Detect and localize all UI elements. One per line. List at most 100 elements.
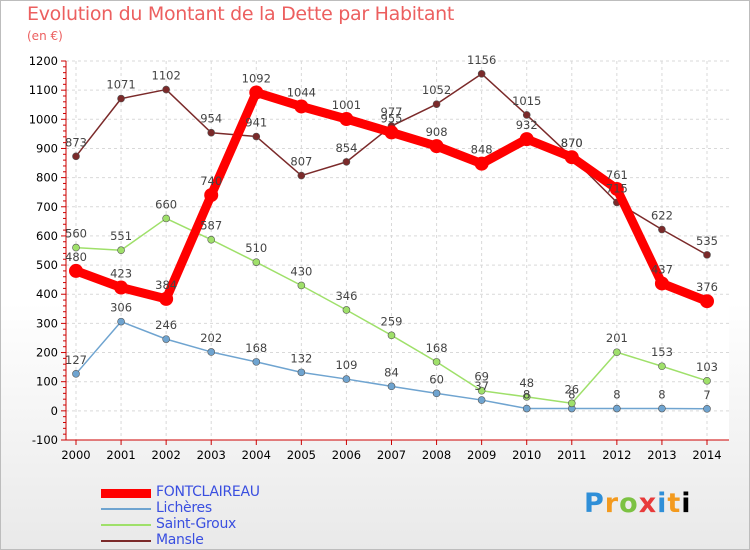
data-label-fontclaireau: 384 (155, 278, 177, 292)
logo-letter: r (604, 488, 620, 519)
x-tick-label: 2007 (377, 448, 406, 462)
data-label-licheres: 306 (110, 301, 132, 315)
data-point-fontclaireau (114, 280, 129, 295)
data-label-saint-groux: 48 (519, 376, 534, 390)
y-tick-label: 100 (36, 375, 58, 389)
data-point-mansle (72, 152, 80, 161)
data-point-licheres (658, 404, 666, 413)
data-point-fontclaireau (474, 156, 489, 171)
legend-label: Mansle (156, 532, 204, 548)
data-point-mansle (658, 225, 666, 234)
logo-letter: i (657, 488, 668, 519)
logo-letter: t (667, 488, 682, 519)
data-label-mansle: 715 (606, 181, 628, 195)
legend-swatch (101, 508, 151, 510)
data-point-mansle (162, 85, 170, 94)
data-point-licheres (477, 396, 486, 404)
data-point-mansle (207, 128, 216, 137)
data-label-saint-groux: 26 (564, 382, 579, 396)
data-label-mansle: 873 (65, 135, 87, 149)
x-tick-label: 2011 (557, 448, 586, 462)
data-point-licheres (207, 348, 216, 356)
legend-swatch (101, 488, 151, 498)
data-label-licheres: 132 (290, 351, 312, 365)
data-point-saint-groux (703, 377, 711, 385)
data-label-layer: 4804233847401092104410019559088489328707… (65, 53, 718, 402)
x-tick-label: 2004 (242, 448, 271, 462)
data-point-licheres (117, 317, 125, 326)
x-tick-label: 2001 (106, 448, 135, 462)
data-point-licheres (432, 389, 441, 398)
data-label-licheres: 246 (155, 318, 177, 332)
x-tick-label: 2008 (422, 448, 451, 462)
data-point-saint-groux (658, 362, 666, 371)
axis-layer: -100 0 100 200 300 400 500 600 700 800 900 1000 1100… (29, 54, 729, 462)
x-tick-label: 2000 (61, 448, 90, 462)
data-point-saint-groux (162, 214, 170, 223)
data-label-fontclaireau: 740 (200, 174, 222, 188)
data-point-saint-groux (613, 348, 621, 357)
data-label-licheres: 109 (335, 358, 357, 372)
logo-letter: i (681, 488, 692, 519)
data-label-licheres: 8 (523, 388, 530, 402)
data-point-licheres (72, 370, 80, 378)
data-label-mansle: 954 (200, 112, 222, 126)
data-label-mansle: 1156 (467, 53, 496, 67)
x-tick-label: 2003 (197, 448, 226, 462)
y-tick-label: -100 (32, 433, 58, 447)
data-point-fontclaireau (204, 188, 219, 203)
data-label-saint-groux: 103 (696, 360, 718, 374)
legend-label: FONTCLAIREAU (156, 484, 260, 500)
data-label-mansle: 941 (245, 116, 267, 130)
data-point-saint-groux (297, 281, 306, 290)
data-label-licheres: 168 (245, 341, 267, 355)
data-point-mansle (477, 70, 486, 78)
logo-letter: P (584, 488, 605, 519)
legend-label: Lichères (156, 500, 212, 516)
data-label-saint-groux: 510 (245, 241, 267, 255)
data-point-mansle (297, 171, 306, 180)
data-point-saint-groux (567, 399, 576, 408)
x-tick-label: 2002 (152, 448, 181, 462)
data-label-licheres: 8 (568, 388, 575, 402)
logo-letter: x (638, 488, 658, 519)
series-layer (69, 70, 714, 413)
x-tick-label: 2013 (647, 448, 676, 462)
data-point-fontclaireau (249, 85, 264, 100)
x-tick-label: 2006 (332, 448, 361, 462)
data-label-saint-groux: 259 (381, 314, 403, 328)
data-point-fontclaireau (384, 125, 399, 140)
y-tick-label: 0 (51, 404, 58, 418)
data-label-mansle: 1052 (422, 83, 451, 97)
chart-title: Evolution du Montant de la Dette par Hab… (27, 3, 455, 25)
data-point-licheres (162, 335, 170, 343)
y-tick-label: 600 (36, 229, 58, 243)
y-tick-label: 500 (36, 258, 58, 272)
data-point-fontclaireau (339, 112, 354, 127)
data-label-fontclaireau: 1044 (287, 85, 316, 99)
data-point-saint-groux (342, 306, 351, 314)
data-label-licheres: 37 (474, 379, 489, 393)
data-label-saint-groux: 346 (335, 289, 357, 303)
data-point-mansle (252, 132, 261, 141)
data-label-mansle: 870 (561, 136, 583, 150)
data-label-licheres: 202 (200, 331, 222, 345)
legend-swatch (101, 524, 151, 526)
y-tick-label: 200 (36, 346, 58, 360)
data-label-fontclaireau: 955 (381, 111, 403, 125)
data-label-mansle: 977 (381, 105, 403, 119)
data-label-saint-groux: 551 (110, 229, 132, 243)
data-point-mansle (522, 111, 531, 119)
data-label-fontclaireau: 1001 (332, 98, 361, 112)
data-label-licheres: 127 (65, 353, 87, 367)
data-point-licheres (703, 405, 711, 413)
data-point-fontclaireau (69, 263, 83, 278)
data-label-fontclaireau: 761 (606, 168, 628, 182)
logo-letter: o (619, 488, 639, 519)
data-point-saint-groux (207, 235, 216, 244)
data-point-fontclaireau (294, 99, 309, 114)
data-point-licheres (342, 375, 351, 383)
legend-label: Saint-Groux (156, 516, 237, 532)
